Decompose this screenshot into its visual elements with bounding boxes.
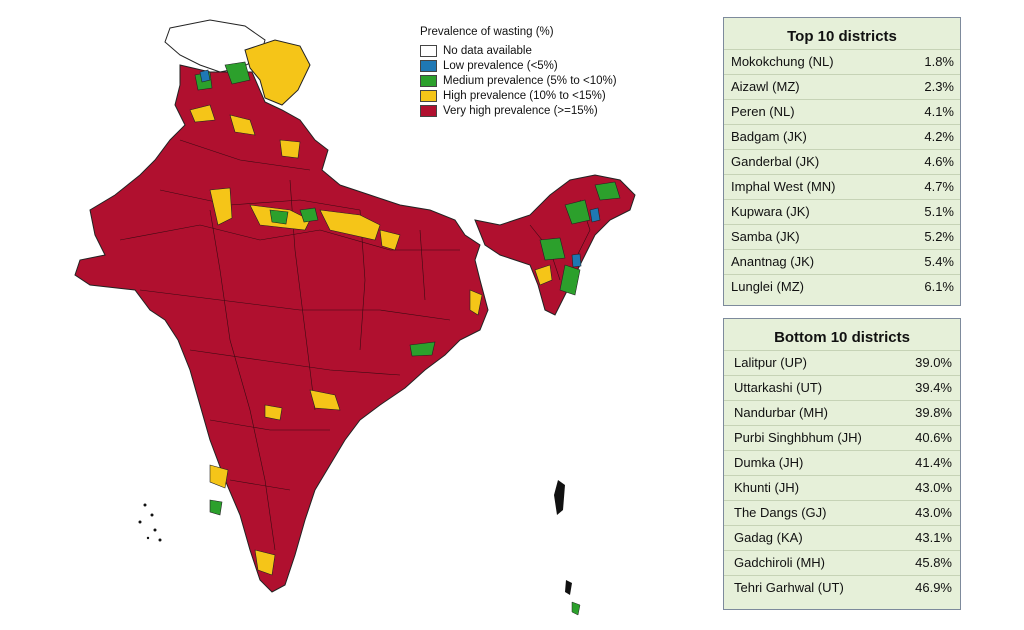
top-10-districts-table: Top 10 districts Mokokchung (NL) 1.8% Aiz… bbox=[723, 17, 961, 306]
district-name: Aizawl (MZ) bbox=[731, 79, 800, 94]
legend-swatch bbox=[420, 74, 437, 87]
legend-swatch bbox=[420, 89, 437, 102]
district-value: 5.4% bbox=[924, 254, 954, 269]
legend-label: High prevalence (10% to <15%) bbox=[443, 89, 606, 102]
legend-label: No data available bbox=[443, 44, 532, 57]
district-name: Dumka (JH) bbox=[734, 455, 804, 470]
low-prevalence-districts bbox=[199, 69, 601, 268]
district-name: The Dangs (GJ) bbox=[734, 505, 827, 520]
district-value: 39.8% bbox=[915, 405, 952, 420]
district-name: Purbi Singhbhum (JH) bbox=[734, 430, 862, 445]
district-name: Gadag (KA) bbox=[734, 530, 803, 545]
legend-label: Low prevalence (<5%) bbox=[443, 59, 558, 72]
district-name: Samba (JK) bbox=[731, 229, 800, 244]
table-row: Dumka (JH) 41.4% bbox=[724, 450, 960, 474]
legend-swatch bbox=[420, 59, 437, 72]
india-district-map bbox=[74, 19, 636, 616]
table-row: Aizawl (MZ) 2.3% bbox=[724, 74, 960, 98]
district-value: 40.6% bbox=[915, 430, 952, 445]
district-name: Nandurbar (MH) bbox=[734, 405, 828, 420]
district-value: 43.0% bbox=[915, 505, 952, 520]
table-title: Top 10 districts bbox=[787, 28, 897, 45]
table-row: Mokokchung (NL) 1.8% bbox=[724, 49, 960, 73]
district-name: Lunglei (MZ) bbox=[731, 279, 804, 294]
table-row: Gadag (KA) 43.1% bbox=[724, 525, 960, 549]
district-value: 4.7% bbox=[924, 179, 954, 194]
district-value: 2.3% bbox=[924, 79, 954, 94]
islands bbox=[138, 480, 581, 616]
legend-label: Very high prevalence (>=15%) bbox=[443, 104, 598, 117]
district-value: 5.1% bbox=[924, 204, 954, 219]
table-row: Anantnag (JK) 5.4% bbox=[724, 249, 960, 273]
district-name: Khunti (JH) bbox=[734, 480, 800, 495]
table-row: Purbi Singhbhum (JH) 40.6% bbox=[724, 425, 960, 449]
table-row: The Dangs (GJ) 43.0% bbox=[724, 500, 960, 524]
district-name: Lalitpur (UP) bbox=[734, 355, 807, 370]
legend-item: Medium prevalence (5% to <10%) bbox=[420, 73, 617, 88]
table-row: Gadchiroli (MH) 45.8% bbox=[724, 550, 960, 574]
district-value: 5.2% bbox=[924, 229, 954, 244]
district-value: 43.0% bbox=[915, 480, 952, 495]
table-row: Imphal West (MN) 4.7% bbox=[724, 174, 960, 198]
district-value: 6.1% bbox=[924, 279, 954, 294]
district-value: 41.4% bbox=[915, 455, 952, 470]
table-row: Samba (JK) 5.2% bbox=[724, 224, 960, 248]
table-row: Ganderbal (JK) 4.6% bbox=[724, 149, 960, 173]
legend-title: Prevalence of wasting (%) bbox=[420, 26, 554, 38]
district-value: 4.6% bbox=[924, 154, 954, 169]
district-name: Uttarkashi (UT) bbox=[734, 380, 823, 395]
bottom-10-districts-table: Bottom 10 districts Lalitpur (UP) 39.0% U… bbox=[723, 318, 961, 610]
district-value: 43.1% bbox=[915, 530, 952, 545]
district-name: Badgam (JK) bbox=[731, 129, 807, 144]
district-name: Mokokchung (NL) bbox=[731, 54, 834, 69]
legend-item: Low prevalence (<5%) bbox=[420, 58, 617, 73]
legend-label: Medium prevalence (5% to <10%) bbox=[443, 74, 617, 87]
district-value: 4.1% bbox=[924, 104, 954, 119]
legend-item: Very high prevalence (>=15%) bbox=[420, 103, 617, 118]
legend-swatch bbox=[420, 44, 437, 57]
map-legend: Prevalence of wasting (%) No data availa… bbox=[420, 26, 617, 118]
district-value: 39.4% bbox=[915, 380, 952, 395]
district-name: Imphal West (MN) bbox=[731, 179, 836, 194]
district-name: Anantnag (JK) bbox=[731, 254, 815, 269]
district-value: 39.0% bbox=[915, 355, 952, 370]
table-row: Lunglei (MZ) 6.1% bbox=[724, 274, 960, 298]
legend-swatch bbox=[420, 104, 437, 117]
high-prevalence-region-north bbox=[244, 39, 311, 106]
legend-item: No data available bbox=[420, 43, 617, 58]
district-name: Gadchiroli (MH) bbox=[734, 555, 826, 570]
india-mainland bbox=[74, 64, 489, 593]
high-prevalence-districts bbox=[189, 104, 553, 576]
table-row: Uttarkashi (UT) 39.4% bbox=[724, 375, 960, 399]
medium-prevalence-districts bbox=[194, 61, 621, 516]
district-name: Peren (NL) bbox=[731, 104, 795, 119]
district-name: Tehri Garhwal (UT) bbox=[734, 580, 844, 595]
table-row: Khunti (JH) 43.0% bbox=[724, 475, 960, 499]
legend-item: High prevalence (10% to <15%) bbox=[420, 88, 617, 103]
table-row: Lalitpur (UP) 39.0% bbox=[724, 350, 960, 374]
table-title: Bottom 10 districts bbox=[774, 329, 910, 346]
district-name: Kupwara (JK) bbox=[731, 204, 810, 219]
district-value: 1.8% bbox=[924, 54, 954, 69]
table-row: Badgam (JK) 4.2% bbox=[724, 124, 960, 148]
table-row: Kupwara (JK) 5.1% bbox=[724, 199, 960, 223]
table-row: Peren (NL) 4.1% bbox=[724, 99, 960, 123]
district-value: 45.8% bbox=[915, 555, 952, 570]
district-name: Ganderbal (JK) bbox=[731, 154, 820, 169]
district-value: 4.2% bbox=[924, 129, 954, 144]
table-row: Tehri Garhwal (UT) 46.9% bbox=[724, 575, 960, 599]
district-value: 46.9% bbox=[915, 580, 952, 595]
table-row: Nandurbar (MH) 39.8% bbox=[724, 400, 960, 424]
